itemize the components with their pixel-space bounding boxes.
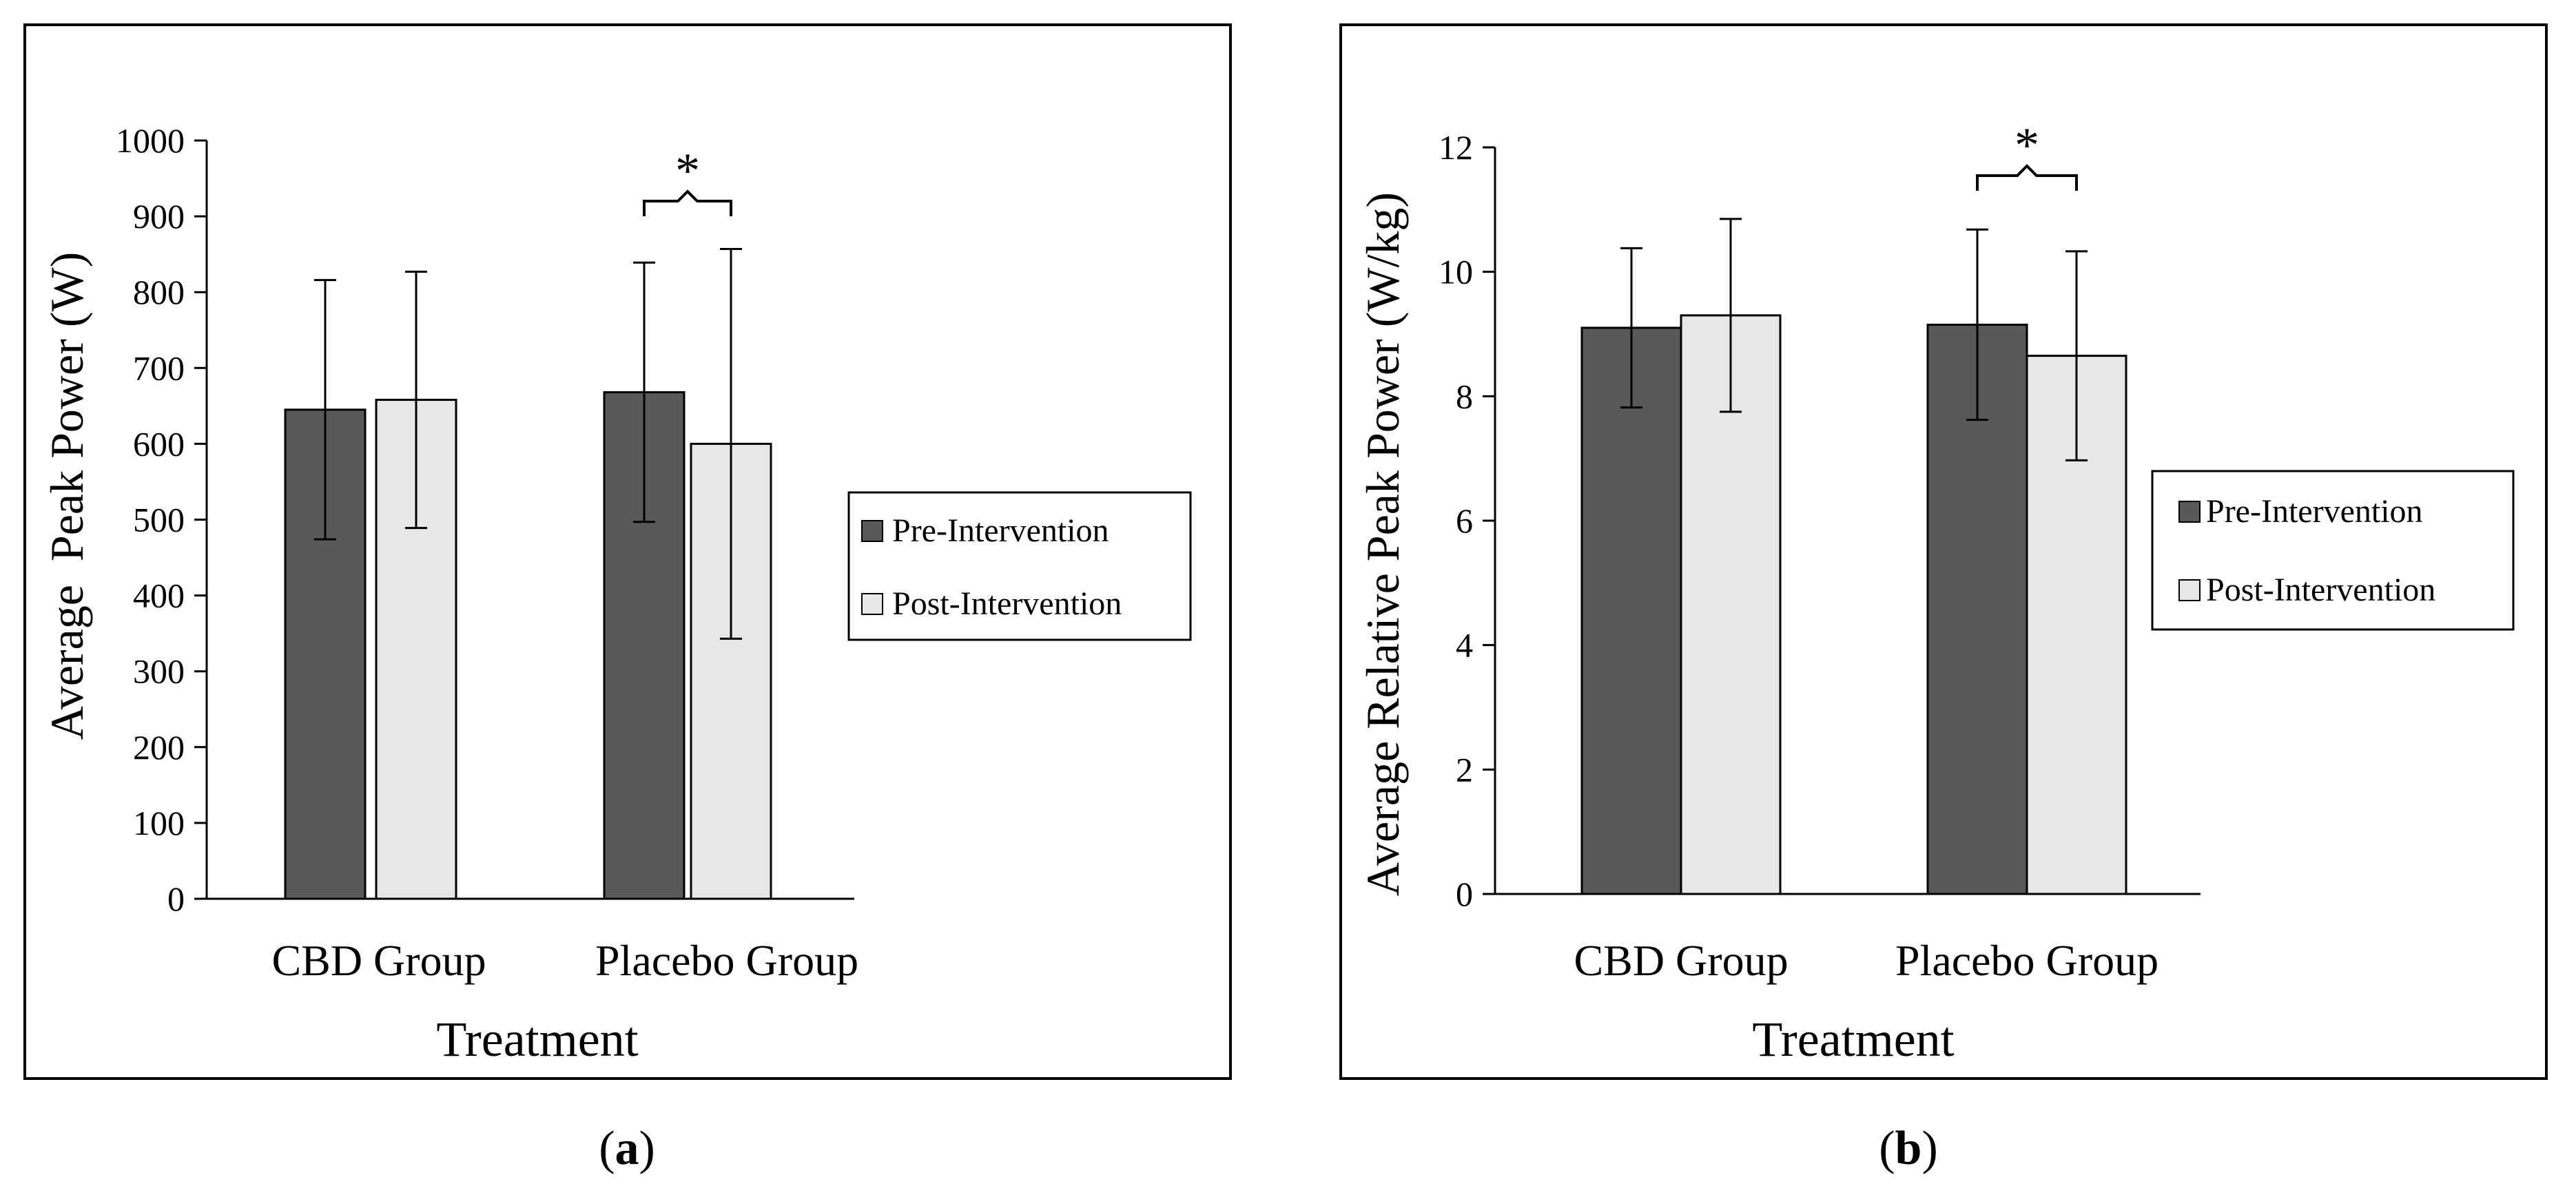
panel-b-bars xyxy=(1580,314,2127,895)
y-tick-label: 100 xyxy=(133,804,185,842)
y-tick-label: 1000 xyxy=(116,121,185,160)
panel-b-legend-swatch-post xyxy=(2178,579,2201,601)
panel-a-x-axis-title: Treatment xyxy=(436,1012,638,1067)
panel-a-caption-letter: a xyxy=(615,1122,639,1175)
panel-a-frame xyxy=(23,23,1232,1080)
y-tick-label: 700 xyxy=(133,348,185,387)
panel-b-bracket-line xyxy=(1976,164,2078,191)
panel-b-frame xyxy=(1339,23,2548,1080)
panel-a-error-bars xyxy=(314,247,742,640)
y-tick-label: 900 xyxy=(133,197,185,236)
y-tick-label: 4 xyxy=(1456,626,1473,665)
panel-a: 0 100 200 300 400 500 600 700 800 900 1000 CBD Gro… xyxy=(23,23,1232,1080)
panel-a-y-axis-title: Average Peak Power (W) xyxy=(41,252,93,740)
y-tick-label: 2 xyxy=(1456,750,1473,789)
panel-a-legend-swatch-pre xyxy=(861,520,883,542)
panel-b-category-label: CBD Group xyxy=(1574,936,1788,985)
panel-a-category-label: CBD Group xyxy=(271,936,486,985)
y-tick-label: 0 xyxy=(1456,875,1473,913)
panel-b-category-label: Placebo Group xyxy=(1895,936,2158,985)
panel-a-legend-box xyxy=(847,491,1192,641)
y-tick-label: 300 xyxy=(133,652,185,691)
bar xyxy=(1580,326,1682,895)
panel-b-error-bars xyxy=(1620,218,2088,461)
panel-b-significance-star: * xyxy=(2015,118,2039,173)
y-tick-label: 600 xyxy=(133,424,185,463)
panel-a-legend-swatch-post xyxy=(861,593,883,615)
y-tick-label: 6 xyxy=(1456,501,1473,540)
panel-b: 0 2 4 6 8 10 12 CBD Group Placebo Group Treatm… xyxy=(1339,23,2548,1080)
panel-b-significance-bracket: * xyxy=(1976,118,2078,191)
panel-b-legend-swatch-pre xyxy=(2178,501,2201,523)
panel-a-category-label: Placebo Group xyxy=(595,936,858,985)
panel-a-legend: Pre-Intervention Post-Intervention xyxy=(847,491,1192,641)
panel-b-y-tick-labels: 0 2 4 6 8 10 12 xyxy=(1439,128,1473,913)
panel-a-significance-bracket: * xyxy=(643,143,732,216)
y-tick-label: 400 xyxy=(133,576,185,615)
panel-b-legend-label-post: Post-Intervention xyxy=(2206,572,2435,608)
y-tick-label: 0 xyxy=(167,879,185,918)
panel-a-legend-label-post: Post-Intervention xyxy=(892,585,1122,622)
panel-b-x-axis-title: Treatment xyxy=(1752,1012,1954,1067)
panel-b-legend-box xyxy=(2151,470,2515,631)
panel-a-y-tick-labels: 0 100 200 300 400 500 600 700 800 900 1000 xyxy=(116,121,185,918)
panel-a-caption: (a) xyxy=(599,1122,655,1175)
panel-a-legend-label-pre: Pre-Intervention xyxy=(892,512,1109,549)
y-tick-label: 200 xyxy=(133,728,185,767)
y-tick-label: 10 xyxy=(1439,253,1473,291)
panel-a-bracket-line xyxy=(643,189,732,216)
y-tick-label: 500 xyxy=(133,501,185,539)
y-tick-label: 800 xyxy=(133,273,185,311)
panel-a-y-ticks xyxy=(194,139,207,900)
panel-b-y-ticks xyxy=(1483,146,1495,895)
panel-b-caption: (b) xyxy=(1879,1122,1938,1175)
panel-b-y-axis-title: Average Relative Peak Power (W/kg) xyxy=(1357,192,1409,896)
y-tick-label: 12 xyxy=(1439,128,1473,167)
panel-b-legend-label-pre: Pre-Intervention xyxy=(2206,493,2423,530)
y-tick-label: 8 xyxy=(1456,377,1473,415)
panel-b-legend: Pre-Intervention Post-Intervention xyxy=(2151,470,2515,631)
panel-a-significance-star: * xyxy=(675,143,700,198)
panel-b-caption-letter: b xyxy=(1895,1122,1922,1175)
panel-a-bars xyxy=(284,391,772,900)
